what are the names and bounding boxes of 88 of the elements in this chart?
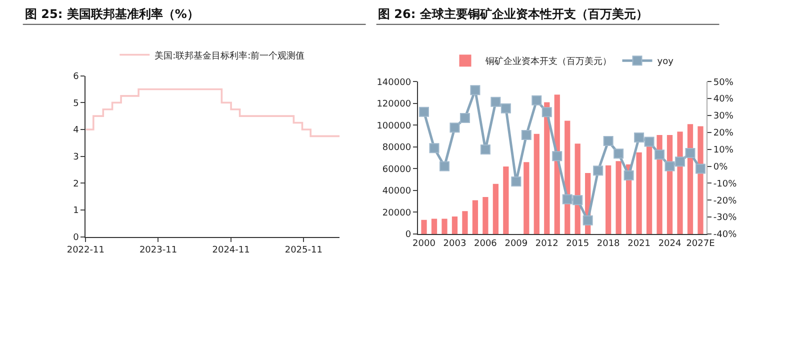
x-tick-label: 2025-11 [284, 246, 322, 256]
y-tick-label: 100000 [376, 121, 412, 132]
x-tick-label: 2024 [658, 238, 682, 249]
bar [677, 132, 683, 234]
point [470, 85, 480, 96]
bar [452, 216, 458, 234]
y-tick-label: 120000 [376, 100, 412, 110]
y-tick-label: 4 [73, 126, 80, 136]
bar [524, 162, 530, 234]
y2-tick-label: 30% [713, 112, 734, 122]
x-tick-label: 2022-11 [66, 246, 104, 256]
y2-tick-label: 10% [713, 145, 734, 156]
point [500, 103, 511, 114]
chart-title: 图 25: 美国联邦基准利率（%） [25, 7, 199, 21]
y2-tick-label: -40% [713, 230, 738, 240]
bar [462, 211, 468, 234]
x-tick-label: 2015 [566, 238, 590, 249]
bar [421, 220, 427, 234]
point [593, 166, 604, 176]
bar [492, 184, 499, 234]
y2-tick-label: 20% [713, 128, 734, 139]
y-tick-label: 5 [73, 98, 79, 109]
point [562, 194, 572, 204]
y-tick-label: 60000 [382, 164, 412, 175]
legend-label: yoy [657, 57, 674, 68]
x-tick-label: 2003 [443, 238, 466, 249]
y-tick-label: 3 [73, 152, 79, 162]
point [685, 148, 696, 158]
y2-tick-label: 50% [713, 78, 734, 88]
bar [431, 218, 438, 234]
bar [636, 152, 642, 234]
bar [482, 196, 488, 234]
x-tick-label: 2024-11 [212, 246, 250, 256]
y-tick-label: 2 [73, 179, 79, 190]
x-tick-label: 2021 [628, 238, 650, 249]
point [582, 215, 593, 226]
y-tick-label: 6 [73, 72, 80, 82]
point [532, 95, 542, 106]
point [634, 132, 644, 142]
point [460, 113, 470, 124]
x-tick-label: 2018 [596, 238, 620, 249]
point [542, 107, 552, 118]
x-tick-label: 2012 [535, 238, 558, 249]
y-tick-label: 0 [405, 230, 412, 240]
bar [616, 161, 622, 234]
chart-title: 图 26: 全球主要铜矿企业资本性开支（百万美元） [378, 7, 648, 21]
point [429, 143, 440, 154]
y2-tick-label: 0% [713, 162, 728, 172]
y-tick-label: 140000 [376, 78, 412, 88]
point [511, 176, 522, 186]
point [521, 130, 532, 140]
y2-tick-label: -20% [713, 196, 738, 206]
x-tick-label: 2000 [412, 238, 436, 249]
point [419, 106, 430, 117]
point [490, 96, 501, 107]
point [480, 144, 490, 155]
point [695, 164, 706, 174]
point [572, 195, 583, 206]
y-tick-label: 0 [73, 233, 80, 244]
y2-tick-label: -30% [713, 213, 738, 224]
point [439, 161, 450, 172]
point [603, 136, 614, 146]
x-tick-label: 2009 [504, 238, 528, 249]
y-tick-label: 80000 [382, 143, 412, 154]
legend-label: 铜矿企业资本开支（百万美元） [484, 56, 612, 68]
bar [534, 134, 540, 234]
legend-label: 美国:联邦基金目标利率:前一个观测值 [154, 50, 305, 62]
x-tick-label: 2006 [474, 238, 498, 249]
bar [503, 166, 509, 234]
y2-tick-label: -10% [713, 179, 738, 190]
bar [606, 165, 612, 234]
y-tick-label: 1 [73, 206, 79, 216]
point [614, 148, 624, 159]
point [624, 170, 634, 180]
point [644, 136, 654, 147]
x-tick-label: 2027E [686, 238, 716, 249]
point [664, 161, 675, 172]
y-tick-label: 40000 [382, 186, 412, 197]
point [552, 151, 562, 162]
point [675, 156, 686, 167]
y-tick-label: 20000 [382, 208, 412, 218]
bar [646, 144, 652, 234]
x-tick-label: 2023-11 [139, 246, 178, 256]
point [654, 150, 665, 160]
y2-tick-label: 40% [713, 94, 734, 105]
bar [472, 200, 478, 234]
point [450, 122, 460, 133]
bar [442, 218, 448, 234]
